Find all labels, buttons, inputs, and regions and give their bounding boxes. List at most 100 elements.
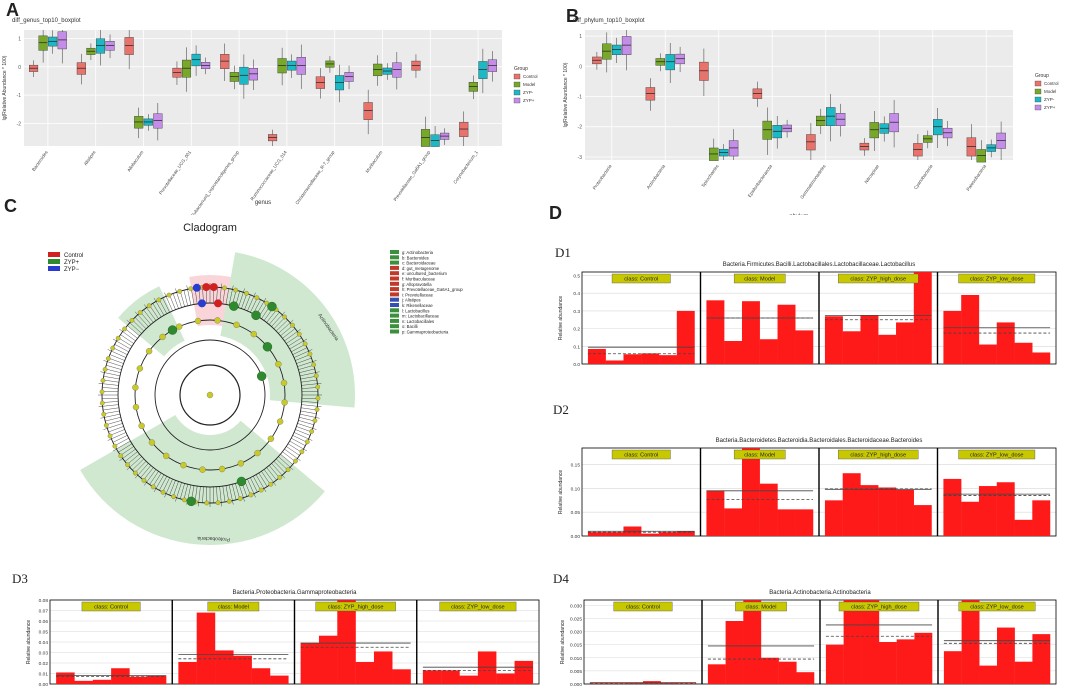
legend-label: Model [1044, 89, 1056, 94]
abundance-bar [896, 639, 915, 684]
tree-node [180, 461, 187, 469]
tree-branch [278, 319, 294, 334]
abundance-bar [373, 651, 393, 684]
tree-branch [278, 456, 294, 471]
panel-letter-d3: D3 [12, 571, 28, 586]
box-Model [762, 120, 773, 140]
y-tick-label: -1 [578, 95, 583, 101]
x-tick-label: Cyanobacteria [913, 163, 934, 190]
tree-branch [180, 291, 185, 307]
class-strip [838, 273, 919, 284]
tree-branch [124, 328, 138, 339]
tree-branch [134, 317, 147, 329]
abundance-bar [943, 478, 962, 536]
box-ZYP+ [296, 57, 306, 75]
abundance-bar [605, 532, 624, 536]
abundance-bar [913, 272, 932, 364]
box-Model [869, 122, 879, 139]
tree-branch [292, 435, 308, 443]
clade-label-proteobacteria: Proteobacteria [197, 535, 230, 542]
tree-branch [286, 446, 300, 456]
box-Model [277, 58, 287, 74]
tree-branch [106, 365, 122, 370]
y-tick-label: 0.00 [571, 534, 581, 540]
tree-branch [140, 312, 152, 325]
tree-leaf-node [115, 335, 121, 341]
abundance-bar [842, 331, 861, 364]
tree-branch [296, 426, 312, 433]
tree-branch [103, 360, 123, 367]
tree-branch [127, 325, 140, 337]
tree-branch [291, 344, 306, 352]
tree-branch [276, 458, 288, 471]
class-strip [735, 601, 787, 612]
class-strip-label: class: Control [94, 605, 128, 611]
tree-leaf-node [248, 492, 254, 498]
panel-title: Bacteria.Bacteroidetes.Bacteroidia.Bacte… [716, 438, 923, 444]
tree-branch [289, 338, 308, 350]
y-axis-label: Relative abundance [26, 620, 32, 664]
x-tick-label: Corynebacterium_1 [452, 149, 479, 184]
abundance-bar [978, 344, 997, 364]
tree-branch [263, 469, 276, 486]
tree-branch [169, 480, 176, 496]
legend-swatch [1034, 104, 1042, 111]
abundance-bar [761, 657, 779, 684]
tree-branch [228, 285, 234, 306]
tree-branch [119, 329, 136, 342]
tree-branch [164, 478, 173, 498]
tree-branch [175, 288, 182, 308]
legend-label: ZYP+ [523, 98, 535, 103]
abundance-bar [659, 355, 677, 364]
tree-branch [106, 420, 122, 425]
tree-branch [280, 453, 293, 465]
legend-swatch [1034, 88, 1042, 95]
tree-branch [301, 401, 318, 403]
tree-branch [298, 365, 314, 370]
enriched-node-zyp-plus [256, 371, 267, 381]
box-Model [420, 129, 431, 147]
tree-leaf-node [311, 362, 317, 368]
tree-branch [206, 486, 207, 503]
tree-branch [118, 337, 133, 347]
tree-node [281, 399, 288, 406]
tree-node [254, 449, 261, 457]
class-strip-label: class: Model [218, 605, 249, 611]
tree-node [136, 365, 144, 372]
class-strip-label: class: Model [744, 453, 775, 459]
tree-branch [172, 481, 179, 497]
tree-branch [112, 347, 128, 355]
tree-branch [134, 311, 149, 327]
class-strip-label: class: Control [624, 277, 658, 283]
tree-branch [301, 407, 317, 411]
abundance-bar [778, 661, 797, 684]
class-strip-label: class: ZYP_low_dose [451, 605, 504, 611]
abundance-bar [843, 600, 862, 684]
tree-branch [268, 312, 280, 325]
tree-branch [202, 486, 204, 503]
abundance-bar [741, 301, 760, 364]
panel-letter-d1: D1 [555, 245, 571, 260]
class-strip-label: class: Model [745, 605, 776, 611]
y-tick-label: 0.4 [573, 291, 580, 297]
taxa-legend-label: i: Prevotellaceae [402, 292, 434, 297]
tree-branch [112, 440, 131, 452]
y-tick-label: 0.06 [39, 619, 49, 625]
tree-branch [103, 410, 120, 414]
y-tick-label: 0.10 [571, 486, 581, 492]
tree-leaf-node [102, 367, 108, 372]
panel-letter-d4: D4 [553, 571, 569, 586]
tree-leaf-node [254, 295, 260, 301]
tree-branch [213, 486, 214, 503]
tree-node [138, 422, 145, 429]
tree-branch [105, 417, 121, 422]
tree-branch [143, 309, 154, 323]
box-Model [38, 35, 48, 51]
x-axis-label: genus [255, 200, 271, 206]
box-Control [966, 137, 977, 157]
abundance-bar [233, 655, 252, 684]
box-Control [806, 134, 816, 151]
taxa-legend-label: l: Lactobacillus [402, 308, 429, 313]
abundance-bar [724, 341, 743, 364]
abundance-bar [777, 509, 796, 536]
